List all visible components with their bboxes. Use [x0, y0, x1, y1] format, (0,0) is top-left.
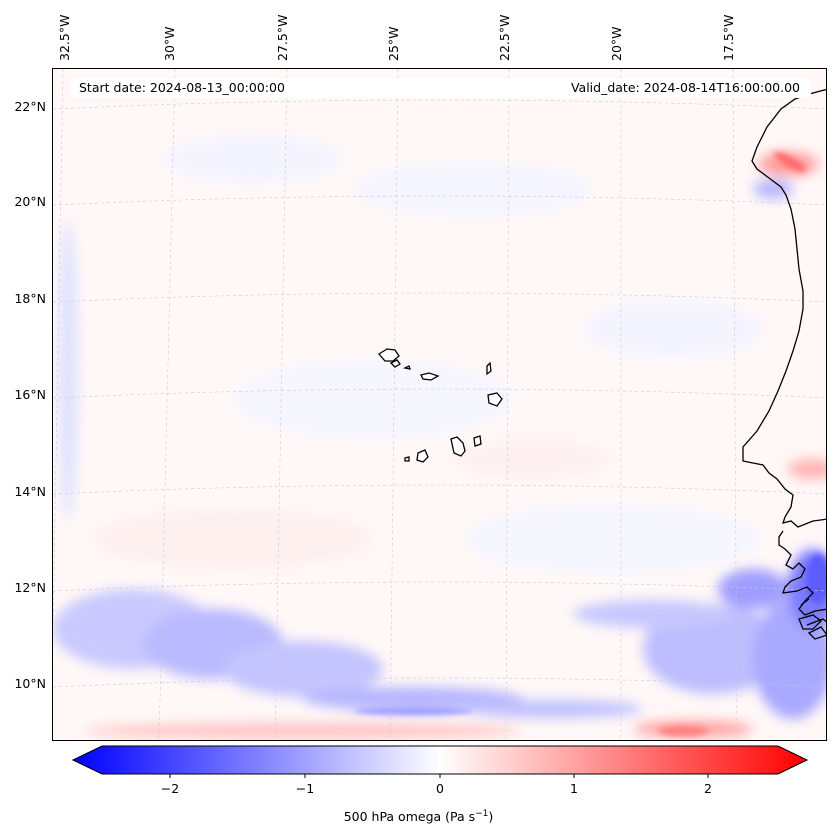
colorbar-ticks: [169, 774, 709, 778]
colorbar-tick-2: 2: [704, 781, 712, 796]
field-blobs: [53, 134, 826, 739]
lat-tick-18n: 18°N: [14, 291, 46, 306]
lon-tick-22-5w: 22.5°W: [497, 14, 512, 61]
lon-tick-17-5w: 17.5°W: [721, 14, 736, 61]
lon-tick-27-5w: 27.5°W: [275, 14, 290, 61]
colorbar: [72, 745, 809, 778]
lat-tick-20n: 20°N: [14, 194, 46, 209]
colorbar-tick-minus-2: −2: [160, 781, 180, 796]
colorbar-label: 500 hPa omega (Pa s−1): [0, 809, 837, 824]
colorbar-label-close: ): [488, 809, 494, 825]
island-group: [378, 348, 503, 463]
omega-field-map: [53, 69, 826, 740]
colorbar-tick-0: 0: [436, 781, 444, 796]
lat-tick-14n: 14°N: [14, 484, 46, 499]
valid-date-label: Valid_date: 2024-08-14T16:00:00.00: [570, 80, 800, 95]
map-panel[interactable]: Start date: 2024-08-13_00:00:00 Valid_da…: [52, 68, 827, 741]
colorbar-tick-1: 1: [570, 781, 578, 796]
colorbar-label-text: 500 hPa omega (Pa s: [343, 809, 476, 825]
lat-tick-10n: 10°N: [14, 676, 46, 691]
lat-tick-16n: 16°N: [14, 387, 46, 402]
lon-tick-25w: 25°W: [386, 26, 401, 61]
lon-tick-20w: 20°W: [609, 26, 624, 61]
start-date-label: Start date: 2024-08-13_00:00:00: [79, 80, 285, 95]
colorbar-body: [72, 745, 809, 775]
lon-tick-32-5w: 32.5°W: [57, 14, 72, 61]
lat-tick-22n: 22°N: [14, 99, 46, 114]
lon-tick-30w: 30°W: [162, 26, 177, 61]
date-strip: [71, 79, 811, 98]
lat-tick-12n: 12°N: [14, 580, 46, 595]
colorbar-label-exponent: −1: [475, 809, 489, 819]
colorbar-tick-minus-1: −1: [295, 781, 315, 796]
coastline: [742, 88, 826, 640]
graticule: [53, 69, 826, 740]
